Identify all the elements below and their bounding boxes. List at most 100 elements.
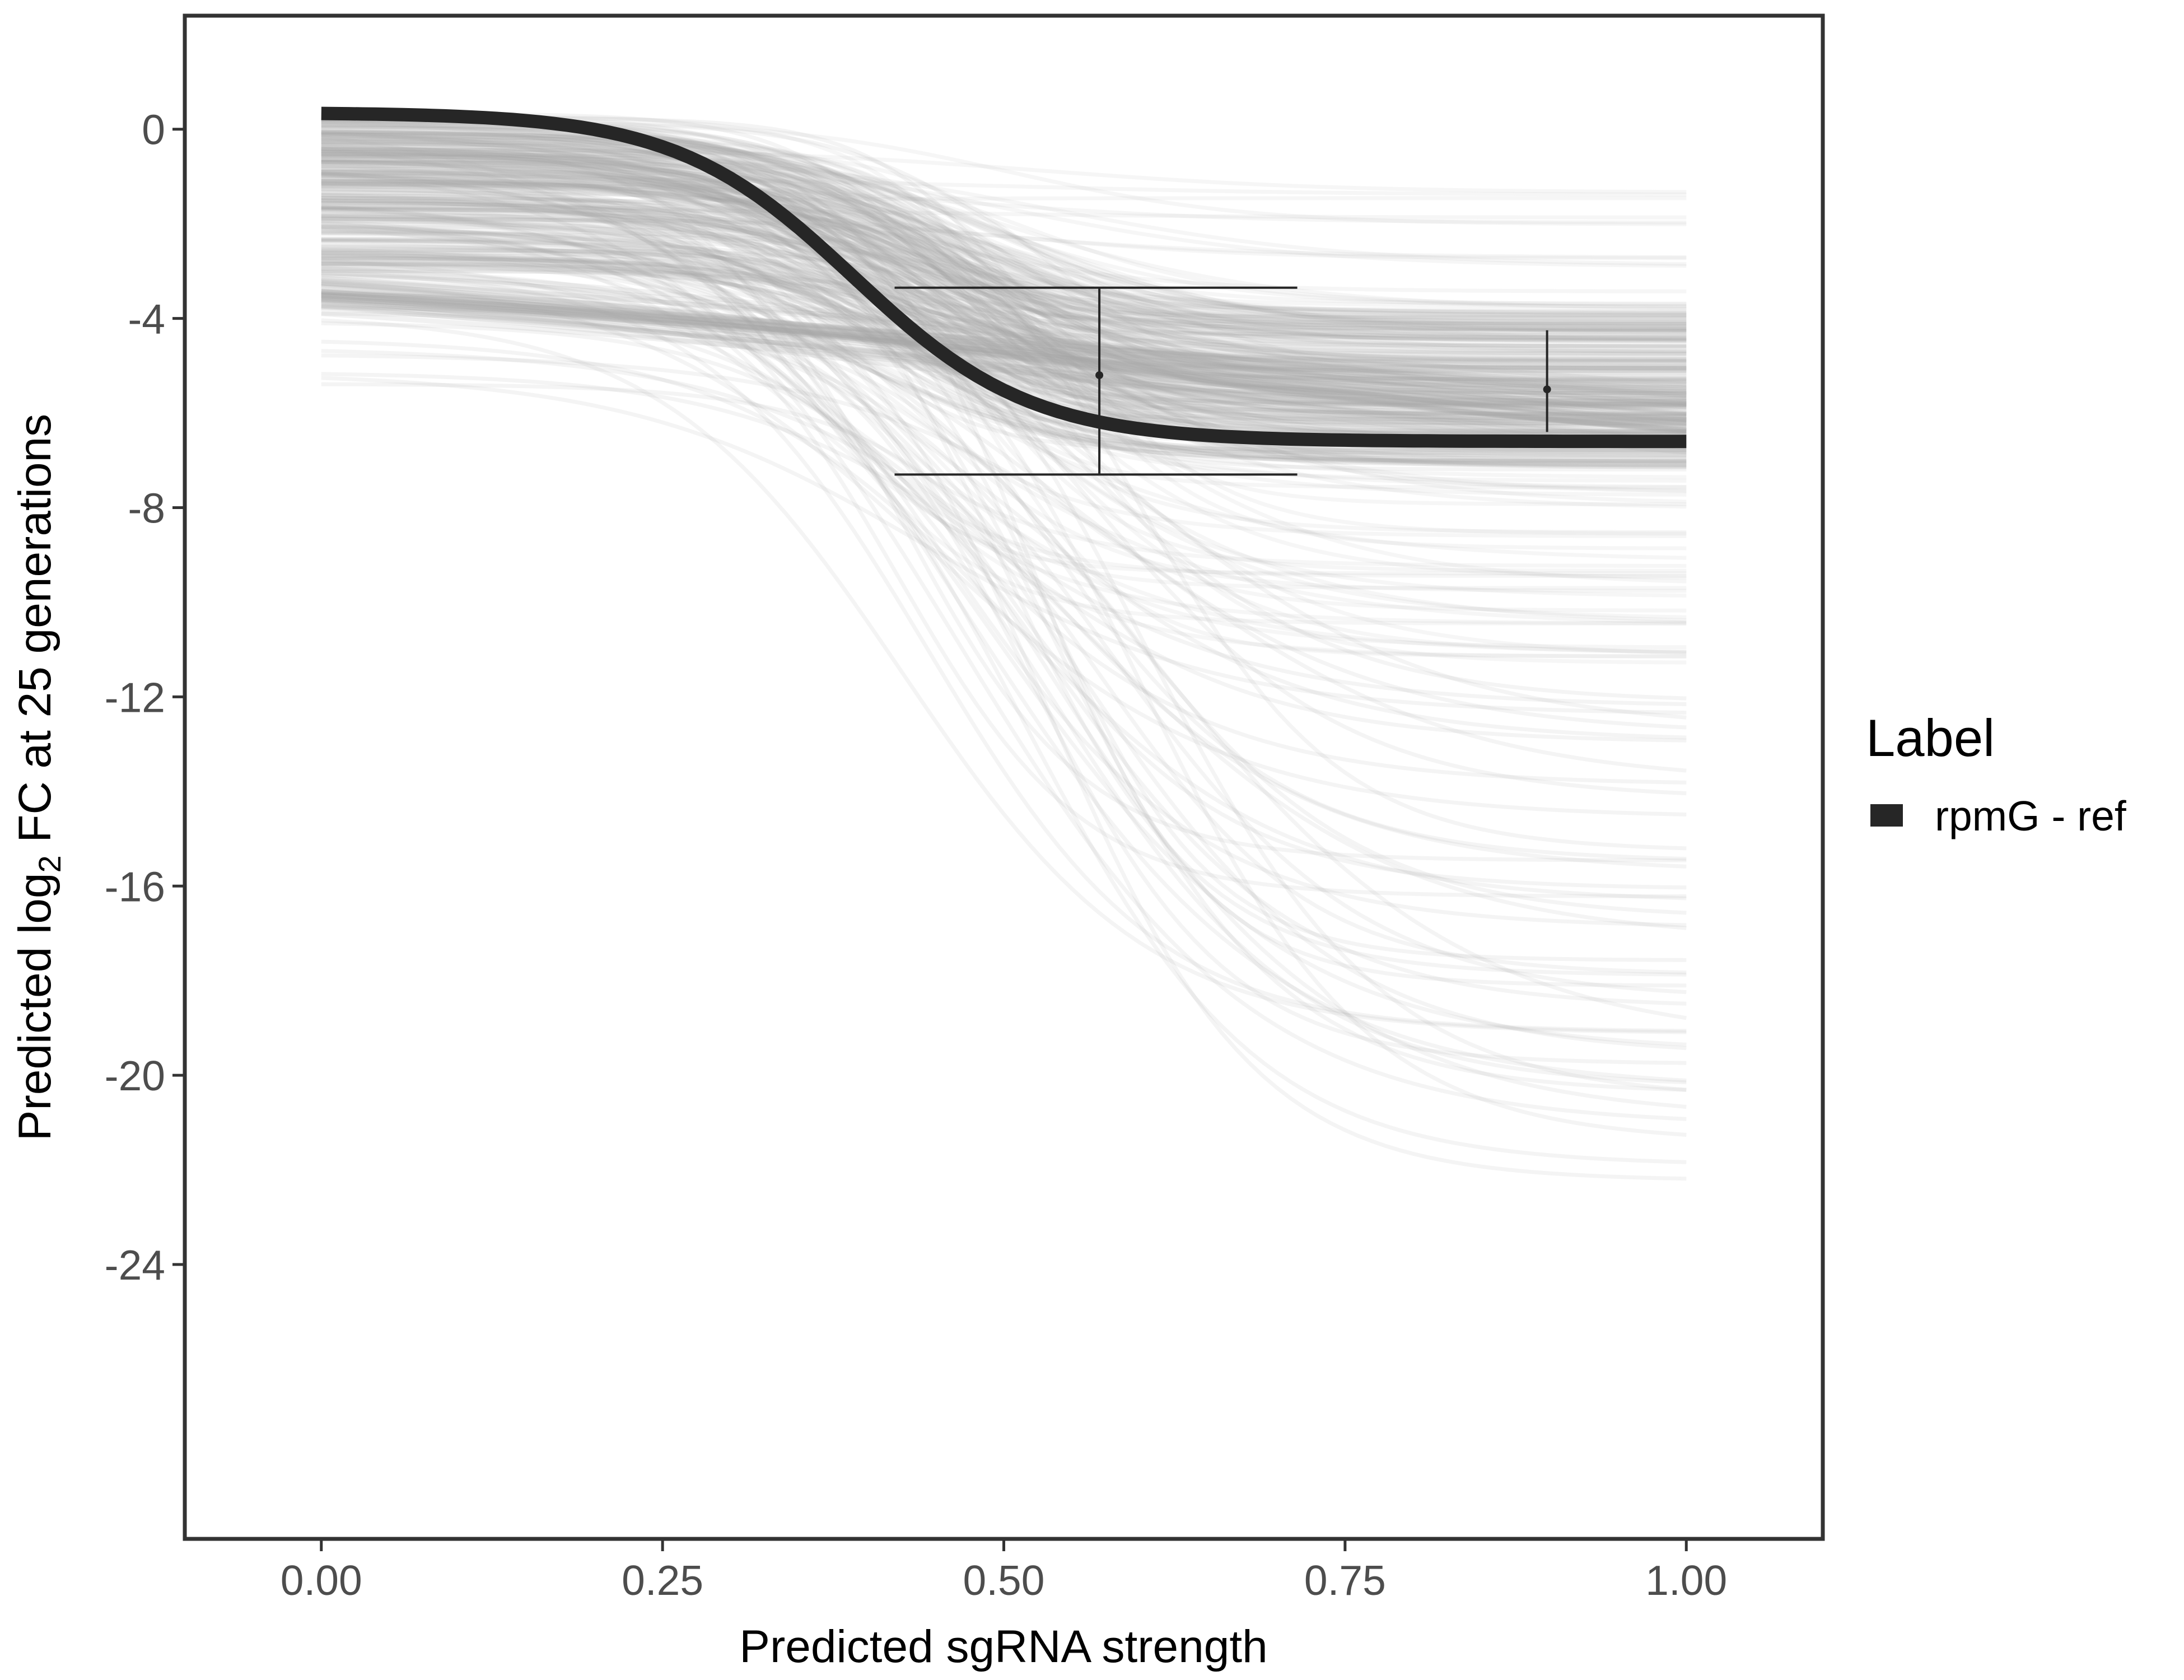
posterior-draw-line [321, 237, 1687, 363]
posterior-draw-line [321, 201, 1687, 371]
posterior-draw-line [321, 216, 1687, 370]
posterior-draws [321, 111, 1687, 1181]
posterior-draw-line [321, 204, 1687, 785]
posterior-draw-line [321, 209, 1687, 590]
posterior-draw-line [321, 170, 1687, 469]
posterior-draw-line [321, 191, 1687, 333]
posterior-draw-line [321, 292, 1687, 449]
posterior-draw-line [321, 131, 1687, 465]
posterior-draw-line [321, 290, 1687, 422]
y-axis-title-subscript: 2 [32, 855, 67, 872]
posterior-draw-line [321, 131, 1687, 434]
posterior-draw-line [321, 349, 1687, 930]
posterior-draw-line [321, 288, 1687, 393]
posterior-draw-line [321, 288, 1687, 426]
y-tick-label: 0 [142, 106, 165, 153]
error-bars [894, 286, 1551, 476]
posterior-draw-line [321, 158, 1687, 655]
y-tick-label: -12 [105, 674, 165, 721]
posterior-draw-line [321, 124, 1687, 342]
posterior-draw-line [321, 142, 1687, 455]
x-axis: 0.00 0.25 0.50 0.75 1.00 [281, 1541, 1727, 1604]
posterior-draw-line [321, 183, 1687, 340]
posterior-draw-line [321, 150, 1687, 385]
posterior-draw-line [321, 176, 1687, 538]
posterior-draw-line [321, 257, 1687, 472]
posterior-draw-line [321, 162, 1687, 464]
posterior-draw-line [321, 249, 1687, 395]
posterior-draw-line [321, 301, 1687, 444]
posterior-draw-line [321, 142, 1687, 268]
posterior-draw-line [321, 293, 1687, 439]
posterior-draw-line [321, 169, 1687, 332]
posterior-draw-line [321, 236, 1687, 433]
posterior-draw-line [321, 183, 1687, 333]
posterior-draw-line [321, 125, 1687, 326]
posterior-draw-line [321, 130, 1687, 333]
posterior-draw-line [321, 144, 1687, 509]
posterior-draw-line [321, 157, 1687, 354]
posterior-draw-line [321, 289, 1687, 422]
posterior-draw-line [321, 144, 1687, 421]
posterior-draw-line [321, 159, 1687, 328]
posterior-draw-line [321, 205, 1687, 326]
posterior-draw-line [321, 179, 1687, 356]
legend-key [1870, 804, 1903, 827]
posterior-draw-line [321, 161, 1687, 333]
posterior-draw-line [321, 289, 1687, 435]
posterior-draw-line [321, 296, 1687, 391]
posterior-draw-line [321, 226, 1687, 365]
posterior-draw-line [321, 243, 1687, 459]
posterior-draw-line [321, 181, 1687, 1092]
posterior-draw-line [321, 160, 1687, 407]
posterior-draw-line [321, 144, 1687, 331]
posterior-draw-line [321, 151, 1687, 266]
posterior-draw-line [321, 208, 1687, 220]
posterior-draw-line [321, 153, 1687, 331]
legend-title: Label [1866, 708, 1995, 767]
posterior-draw-line [321, 268, 1687, 1051]
posterior-draw-line [321, 160, 1687, 374]
posterior-draw-line [321, 154, 1687, 326]
posterior-draw-line [321, 176, 1687, 416]
posterior-draw-line [321, 133, 1687, 368]
posterior-draw-line [321, 159, 1687, 362]
posterior-draw-line [321, 187, 1687, 796]
posterior-draw-line [321, 130, 1687, 580]
posterior-draw-line [321, 214, 1687, 417]
posterior-draw-line [321, 201, 1687, 424]
posterior-draw-line [321, 255, 1687, 406]
posterior-draw-line [321, 147, 1687, 317]
posterior-draw-line [321, 191, 1687, 452]
main-series-line [321, 106, 1687, 449]
posterior-draw-line [321, 207, 1687, 869]
posterior-draw-line [321, 130, 1687, 408]
posterior-draw-line [321, 272, 1687, 1164]
posterior-draw-line [321, 298, 1687, 450]
posterior-draw-line [321, 291, 1687, 740]
posterior-draw-line [321, 141, 1687, 433]
posterior-draw-line [321, 150, 1687, 504]
posterior-draw-line [321, 169, 1687, 389]
posterior-draw-line [321, 207, 1687, 416]
posterior-draw-line [321, 237, 1687, 356]
posterior-draw-line [321, 195, 1687, 342]
posterior-draw-line [321, 155, 1687, 851]
posterior-draw-line [321, 256, 1687, 455]
posterior-draw-line [321, 297, 1687, 423]
posterior-draw-line [321, 157, 1687, 353]
posterior-draw-line [321, 261, 1687, 348]
posterior-draw-line [321, 205, 1687, 426]
posterior-draw-line [321, 131, 1687, 428]
posterior-draw-line [321, 269, 1687, 451]
posterior-draw-line [321, 160, 1687, 409]
posterior-draw-line [321, 255, 1687, 423]
posterior-draw-line [321, 169, 1687, 381]
posterior-draw-line [321, 147, 1687, 349]
posterior-draw-line [321, 301, 1687, 398]
posterior-draw-line [321, 279, 1687, 816]
posterior-draw-line [321, 176, 1687, 197]
posterior-draw-line [321, 208, 1687, 489]
posterior-draw-line [321, 129, 1687, 364]
posterior-draw-line [321, 248, 1687, 453]
